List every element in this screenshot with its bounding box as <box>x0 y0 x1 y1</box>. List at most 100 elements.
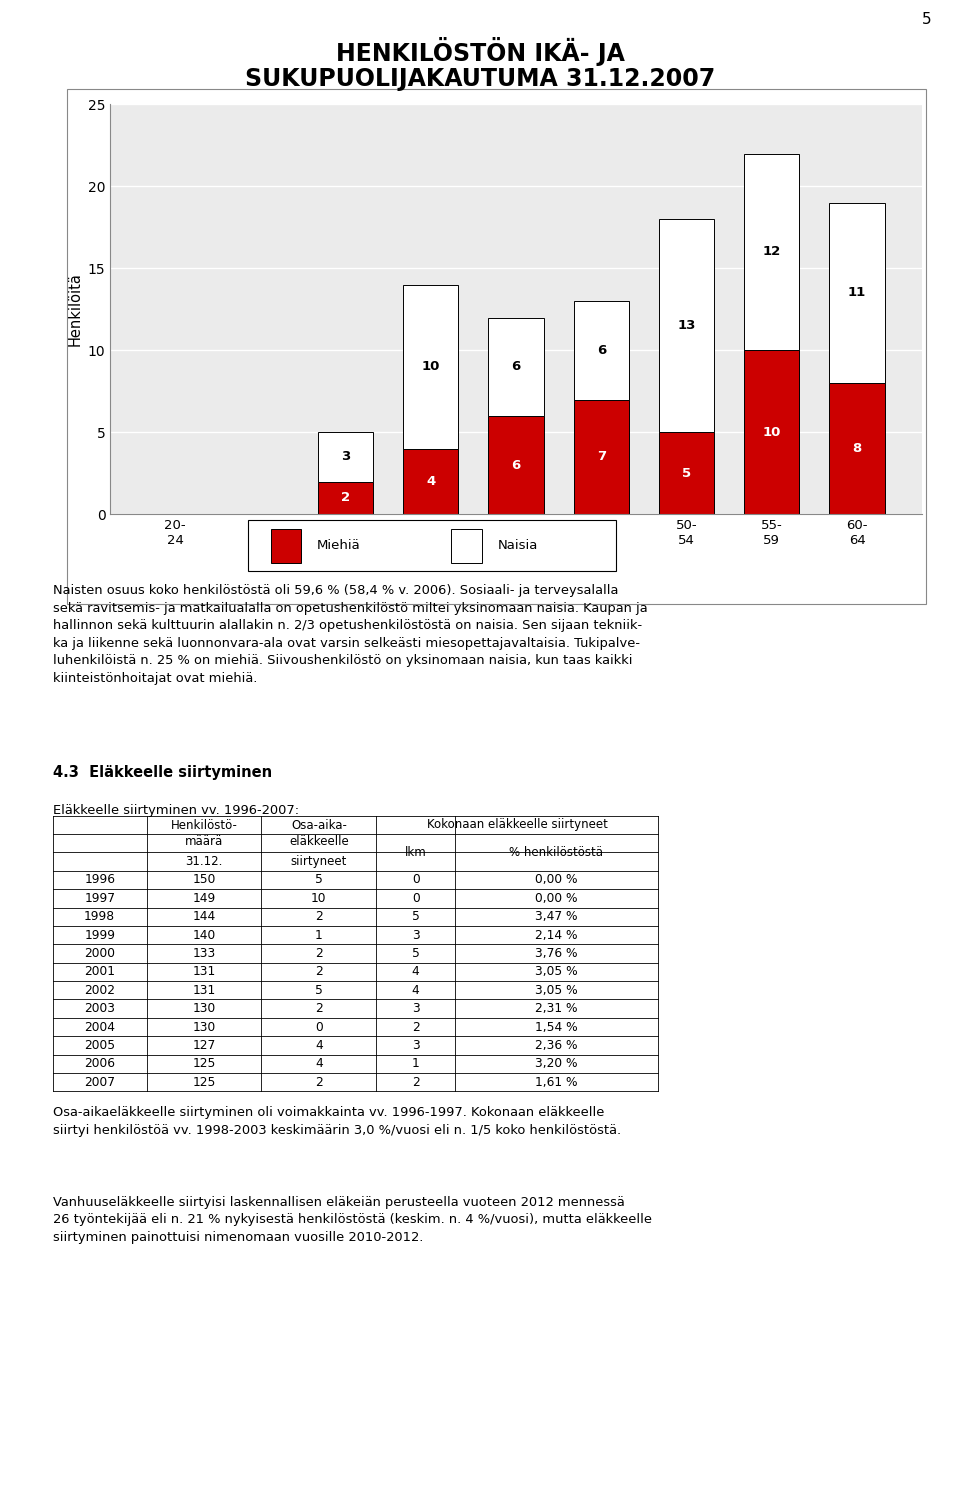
Text: Henkilöstö-
määrä: Henkilöstö- määrä <box>171 820 237 848</box>
Text: 3: 3 <box>412 1039 420 1053</box>
Text: 2: 2 <box>315 947 323 960</box>
Text: Naisten osuus koko henkilöstöstä oli 59,6 % (58,4 % v. 2006). Sosiaali- ja terve: Naisten osuus koko henkilöstöstä oli 59,… <box>53 584 647 684</box>
Text: Eläkkeelle siirtyminen vv. 1996-2007:: Eläkkeelle siirtyminen vv. 1996-2007: <box>53 804 299 817</box>
Text: % henkilöstöstä: % henkilöstöstä <box>510 845 603 859</box>
Text: 2: 2 <box>315 965 323 978</box>
Text: 2002: 2002 <box>84 984 115 997</box>
Text: 1: 1 <box>315 929 323 942</box>
Text: 6: 6 <box>512 361 520 373</box>
Text: 2,14 %: 2,14 % <box>535 929 578 942</box>
Bar <box>403 449 459 514</box>
Text: 2,31 %: 2,31 % <box>535 1002 578 1015</box>
Text: 10: 10 <box>421 361 440 373</box>
Text: lkm: lkm <box>405 845 426 859</box>
Text: 8: 8 <box>852 443 862 455</box>
Text: SUKUPUOLIJAKAUTUMA 31.12.2007: SUKUPUOLIJAKAUTUMA 31.12.2007 <box>245 67 715 91</box>
Text: 2: 2 <box>412 1020 420 1033</box>
Text: 3,05 %: 3,05 % <box>535 984 578 997</box>
Text: 5: 5 <box>315 874 323 887</box>
Bar <box>318 482 373 514</box>
Y-axis label: Henkilöitä: Henkilöitä <box>67 273 83 346</box>
Bar <box>744 350 800 514</box>
Text: 5: 5 <box>412 910 420 923</box>
Text: siirtyneet: siirtyneet <box>291 854 348 868</box>
Text: 5: 5 <box>682 467 691 480</box>
Text: 2,36 %: 2,36 % <box>535 1039 578 1053</box>
Text: 150: 150 <box>192 874 216 887</box>
Text: 1997: 1997 <box>84 892 115 905</box>
Text: 0: 0 <box>412 892 420 905</box>
Text: 4: 4 <box>426 476 436 488</box>
Text: 7: 7 <box>597 450 606 464</box>
Text: 3: 3 <box>412 1002 420 1015</box>
Bar <box>573 301 629 400</box>
Text: 0,00 %: 0,00 % <box>535 874 578 887</box>
Text: Vanhuuseläkkeelle siirtyisi laskennallisen eläkeiän perusteella vuoteen 2012 men: Vanhuuseläkkeelle siirtyisi laskennallis… <box>53 1196 652 1243</box>
Bar <box>318 432 373 482</box>
Text: 130: 130 <box>192 1020 216 1033</box>
Text: 1,61 %: 1,61 % <box>535 1075 578 1088</box>
Text: 144: 144 <box>192 910 216 923</box>
Text: 6: 6 <box>596 344 606 356</box>
Text: 10: 10 <box>311 892 326 905</box>
Text: 3,05 %: 3,05 % <box>535 965 578 978</box>
Text: 1999: 1999 <box>84 929 115 942</box>
Text: 5: 5 <box>315 984 323 997</box>
Text: 6: 6 <box>512 459 520 471</box>
Text: 2003: 2003 <box>84 1002 115 1015</box>
Text: 31.12.: 31.12. <box>185 854 223 868</box>
Text: 3,76 %: 3,76 % <box>535 947 578 960</box>
Text: 2004: 2004 <box>84 1020 115 1033</box>
Text: 12: 12 <box>762 246 780 258</box>
Bar <box>489 416 543 514</box>
Text: 3,20 %: 3,20 % <box>535 1057 578 1071</box>
Text: 1,54 %: 1,54 % <box>535 1020 578 1033</box>
Text: 1998: 1998 <box>84 910 115 923</box>
Text: Osa-aika-
eläkkeelle: Osa-aika- eläkkeelle <box>289 820 348 848</box>
Text: 4: 4 <box>412 965 420 978</box>
Text: 131: 131 <box>192 984 216 997</box>
Text: 1: 1 <box>412 1057 420 1071</box>
Text: HENKILÖSTÖN IKÄ- JA: HENKILÖSTÖN IKÄ- JA <box>336 37 624 66</box>
Text: 149: 149 <box>192 892 216 905</box>
Text: 125: 125 <box>192 1057 216 1071</box>
Text: 2: 2 <box>315 910 323 923</box>
Bar <box>489 318 543 416</box>
Text: 13: 13 <box>678 319 696 332</box>
X-axis label: Ikäluokka: Ikäluokka <box>481 558 551 574</box>
Bar <box>659 219 714 432</box>
Text: Miehiä: Miehiä <box>317 540 361 552</box>
Text: 2001: 2001 <box>84 965 115 978</box>
Text: 10: 10 <box>762 426 780 438</box>
Text: 4: 4 <box>412 984 420 997</box>
Bar <box>403 285 459 449</box>
Text: 127: 127 <box>192 1039 216 1053</box>
Text: 125: 125 <box>192 1075 216 1088</box>
Text: 133: 133 <box>192 947 216 960</box>
Text: 131: 131 <box>192 965 216 978</box>
Bar <box>271 529 301 562</box>
Text: 2: 2 <box>412 1075 420 1088</box>
Text: Kokonaan eläkkeelle siirtyneet: Kokonaan eläkkeelle siirtyneet <box>426 819 608 832</box>
Text: 1996: 1996 <box>84 874 115 887</box>
Text: Osa-aikaeläkkeelle siirtyminen oli voimakkainta vv. 1996-1997. Kokonaan eläkkeel: Osa-aikaeläkkeelle siirtyminen oli voima… <box>53 1106 621 1136</box>
Text: 5: 5 <box>412 947 420 960</box>
Text: 0,00 %: 0,00 % <box>535 892 578 905</box>
Bar <box>451 529 482 562</box>
Text: Naisia: Naisia <box>497 540 538 552</box>
Text: 3,47 %: 3,47 % <box>535 910 578 923</box>
FancyBboxPatch shape <box>248 520 616 571</box>
Text: 4: 4 <box>315 1057 323 1071</box>
Text: 3: 3 <box>412 929 420 942</box>
Text: 2000: 2000 <box>84 947 115 960</box>
Text: 2005: 2005 <box>84 1039 115 1053</box>
Bar <box>573 400 629 514</box>
Bar <box>829 383 885 514</box>
Text: 4: 4 <box>315 1039 323 1053</box>
Text: 130: 130 <box>192 1002 216 1015</box>
Text: 5: 5 <box>922 12 931 27</box>
Text: 4.3  Eläkkeelle siirtyminen: 4.3 Eläkkeelle siirtyminen <box>53 765 272 780</box>
Text: 0: 0 <box>412 874 420 887</box>
Text: 2: 2 <box>315 1002 323 1015</box>
Text: 2: 2 <box>341 492 350 504</box>
